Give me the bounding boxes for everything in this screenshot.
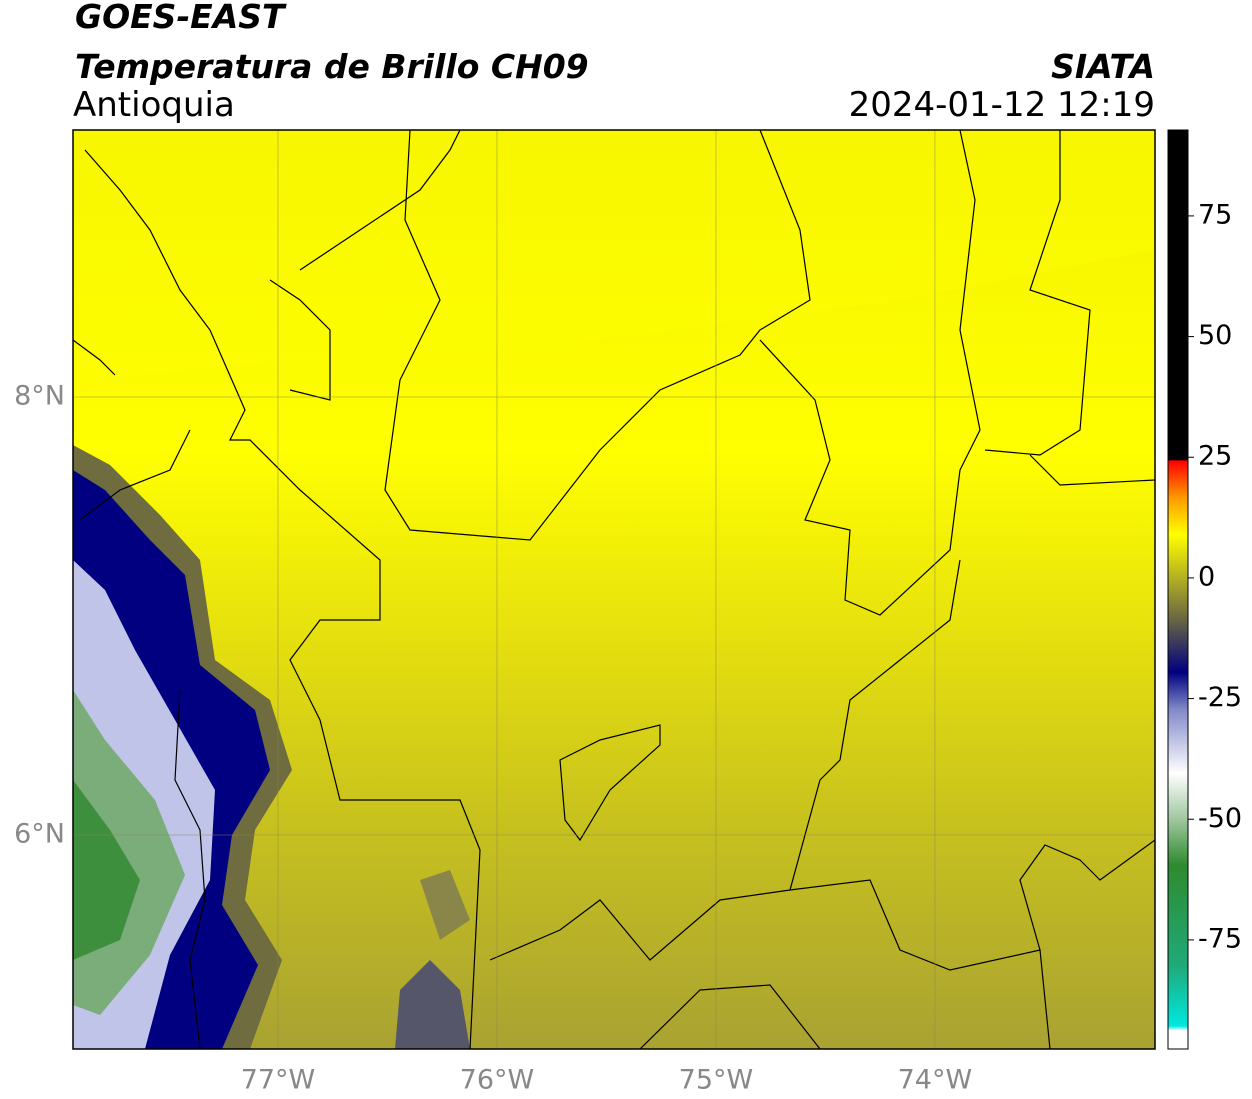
colorbar-tick-label: 50 [1198,320,1232,351]
border [639,984,821,1049]
graticule [73,130,1155,1049]
colorbar-tick-label: -25 [1198,682,1242,713]
colorbar-tick-label: -50 [1198,803,1242,834]
cold-spot [395,960,470,1049]
colorbar [1167,129,1189,1050]
border [559,724,661,842]
border [174,689,206,1049]
cold-spot [420,870,470,940]
map-field [73,130,1155,1049]
border [79,429,191,521]
border [489,889,791,961]
x-tick-label: 74°W [898,1065,973,1096]
cloud-green-core [73,780,140,960]
border [1029,454,1155,486]
border [384,130,811,541]
border [73,339,116,376]
field-background [73,130,1155,1049]
y-tick-label: 8°N [14,380,65,411]
warm-band [73,130,1155,380]
datetime: 2024-01-12 12:19 [849,85,1155,125]
border [984,130,1091,456]
subtitle: Temperatura de Brillo CH09 [75,47,589,86]
x-tick-label: 75°W [679,1065,754,1096]
region: Antioquia [73,85,235,125]
border [84,149,481,1049]
x-tick-label: 77°W [241,1065,316,1096]
source: SIATA [1051,47,1155,86]
colorbar-tick-label: -75 [1198,923,1242,954]
y-tick-label: 6°N [14,819,65,850]
map-frame [72,129,1156,1050]
title: GOES-EAST [75,0,287,36]
border [759,130,981,616]
x-tick-label: 76°W [460,1065,535,1096]
colorbar-tick-label: 75 [1198,199,1232,230]
colorbar-tick-label: 0 [1198,561,1215,592]
border [1019,839,1155,951]
colorbar-tick-label: 25 [1198,441,1232,472]
border [299,130,461,271]
